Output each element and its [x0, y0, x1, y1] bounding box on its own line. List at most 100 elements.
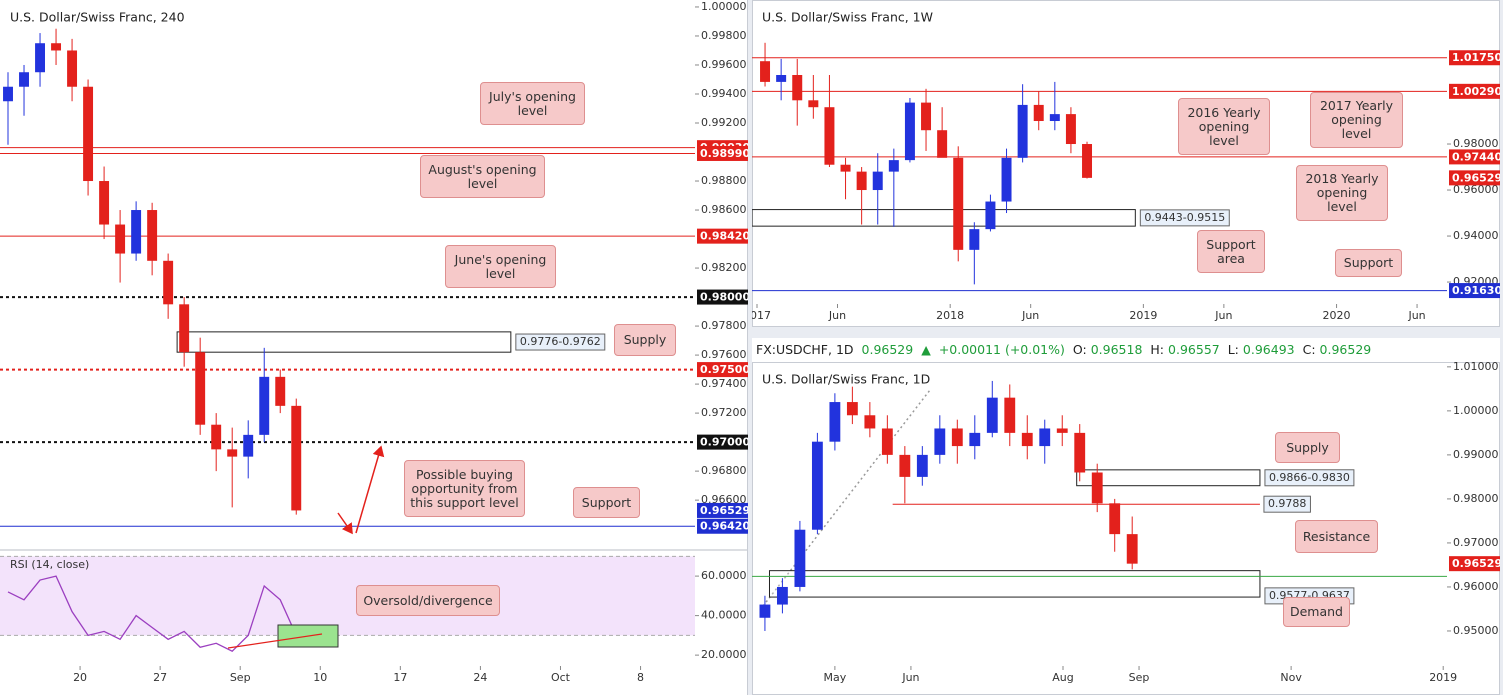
- panel-border: [752, 0, 1500, 327]
- candle-body: [856, 171, 867, 191]
- candle-body: [986, 397, 998, 433]
- price-tag: [1449, 83, 1500, 99]
- y-tick-label: 20.0000: [701, 648, 747, 661]
- x-tick-label: 20: [73, 671, 87, 684]
- candle-body: [881, 428, 893, 455]
- candle-body: [808, 100, 819, 108]
- candle-body: [35, 43, 45, 73]
- x-tick-label: May: [824, 671, 847, 684]
- y-tick-label: 0.96000: [1453, 183, 1499, 196]
- ohlc-key: H:: [1150, 342, 1165, 357]
- x-tick-label: 8: [637, 671, 644, 684]
- chart-weekly: U.S. Dollar/Swiss Franc, 1W0.920000.9400…: [752, 0, 1500, 327]
- candle-body: [179, 304, 190, 353]
- price-tag-label: 0.96529: [1452, 557, 1500, 570]
- y-tick-label: 0.99400: [701, 87, 747, 100]
- candle-body: [227, 449, 238, 457]
- candle-body: [916, 454, 928, 477]
- price-tag: [697, 518, 748, 534]
- price-tag: [697, 362, 748, 378]
- candle-body: [792, 75, 803, 101]
- candle-body: [1021, 432, 1033, 447]
- candle-body: [147, 210, 158, 261]
- x-tick-label: Aug: [1052, 671, 1073, 684]
- y-tick-label: 0.97800: [701, 319, 747, 332]
- x-tick-label: 2019: [1129, 309, 1157, 322]
- candle-body: [934, 428, 946, 455]
- callout: July's opening level: [480, 82, 585, 125]
- chart-title: U.S. Dollar/Swiss Franc, 1W: [762, 10, 933, 25]
- zone-label: 0.9866-0.9830: [1269, 471, 1350, 484]
- x-tick-label: 2017: [752, 309, 771, 322]
- candle-body: [904, 102, 915, 161]
- x-tick-label: 2020: [1323, 309, 1351, 322]
- candle-body: [1017, 104, 1028, 158]
- price-tag-label: 0.96420: [700, 520, 748, 533]
- candle-body: [51, 43, 62, 51]
- candle-body: [275, 376, 286, 406]
- arrow: [337, 512, 353, 535]
- y-tick-label: 0.99000: [1453, 448, 1499, 461]
- price-tag-label: 0.97500: [700, 363, 748, 376]
- y-tick-label: 0.97400: [701, 377, 747, 390]
- candle-body: [1109, 503, 1121, 535]
- candle-body: [1033, 104, 1044, 122]
- candle-body: [846, 402, 858, 416]
- callout: Support: [573, 487, 640, 518]
- callout: 2018 Yearly opening level: [1296, 165, 1388, 221]
- candle-body: [969, 229, 980, 250]
- candle-body: [3, 86, 13, 102]
- price-tag-label: 0.91630: [1452, 284, 1500, 297]
- level-label-bg: [1263, 495, 1311, 513]
- price-tag: [1449, 50, 1500, 66]
- x-tick-label: Jun: [1021, 309, 1039, 322]
- price-tag: [697, 434, 748, 450]
- chart-title: U.S. Dollar/Swiss Franc, 1D: [762, 372, 930, 387]
- candle-body: [1039, 428, 1051, 447]
- price-tag-label: 0.96529: [700, 504, 748, 517]
- change-arrow: ▲: [921, 342, 931, 357]
- candle-body: [921, 102, 932, 131]
- callout: Support area: [1197, 230, 1265, 273]
- zone-label: 0.9776-0.9762: [520, 335, 601, 348]
- candle-body: [83, 86, 94, 182]
- arrow: [355, 445, 385, 534]
- y-tick-label: 0.97600: [701, 348, 747, 361]
- candle-body: [969, 432, 981, 447]
- y-tick-label: 0.99200: [701, 116, 747, 129]
- callout: August's opening level: [420, 155, 545, 198]
- callout: Possible buying opportunity from this su…: [404, 460, 525, 517]
- x-tick-label: 27: [153, 671, 167, 684]
- y-tick-label: 40.0000: [701, 609, 747, 622]
- price-tag-label: 0.97000: [700, 436, 748, 449]
- candle-body: [163, 260, 174, 305]
- trend-line: [759, 389, 931, 611]
- zone-box: [768, 570, 1261, 598]
- candle-body: [1074, 432, 1086, 473]
- candle-body: [99, 181, 110, 225]
- chart-title: U.S. Dollar/Swiss Franc, 240: [10, 10, 185, 25]
- candle-body: [872, 171, 883, 191]
- price-tag: [1449, 556, 1500, 572]
- ohlc-value: 0.96529: [1319, 342, 1372, 357]
- x-tick-label: Jun: [1407, 309, 1425, 322]
- ohlc-key: C:: [1302, 342, 1316, 357]
- y-tick-label: 0.94000: [1453, 229, 1499, 242]
- callout: June's opening level: [445, 245, 556, 288]
- zone-label-bg: [1264, 469, 1355, 487]
- candle-body: [115, 224, 126, 254]
- zone-label-bg: [1139, 209, 1230, 227]
- rsi-line: [7, 575, 297, 652]
- price-tag-label: 0.98000: [700, 291, 748, 304]
- y-tick-label: 0.96800: [701, 464, 747, 477]
- price-tag: [1449, 283, 1500, 299]
- candle-body: [1091, 472, 1103, 504]
- candle-body: [899, 454, 911, 477]
- candle-body: [1065, 114, 1076, 145]
- change: +0.00011 (+0.01%): [938, 342, 1065, 357]
- divergence-line: [227, 633, 323, 649]
- y-tick-label: 60.0000: [701, 569, 747, 582]
- candle-body: [776, 586, 788, 605]
- candle-body: [1082, 144, 1093, 178]
- x-tick-label: 2018: [936, 309, 964, 322]
